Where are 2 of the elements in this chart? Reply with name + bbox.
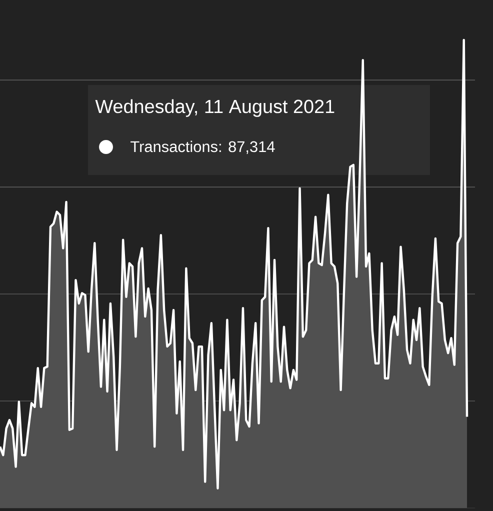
annotation: Transactions: 87,314 xyxy=(130,140,275,154)
annotation: Wednesday, 11 August 2021 xyxy=(95,99,334,117)
